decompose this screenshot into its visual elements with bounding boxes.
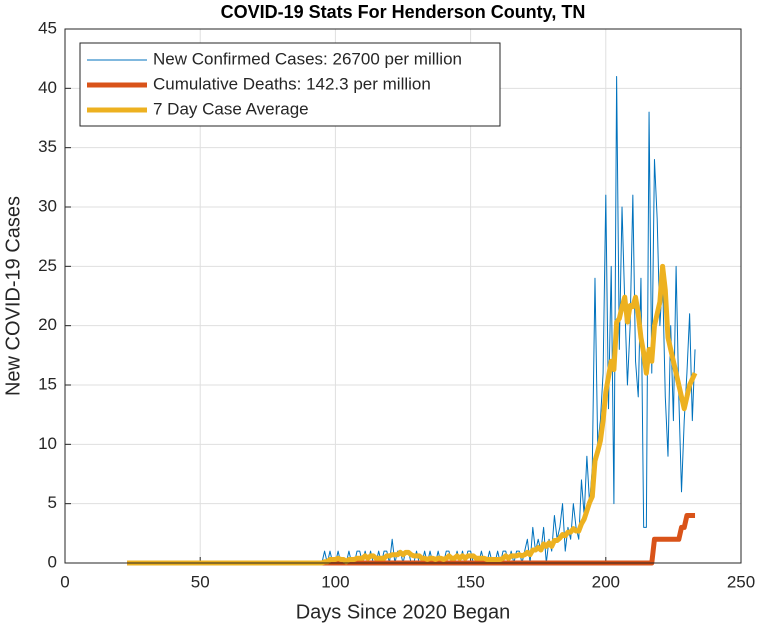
x-tick-label: 250 bbox=[727, 572, 755, 591]
legend-label: 7 Day Case Average bbox=[153, 99, 309, 118]
y-tick-label: 40 bbox=[38, 78, 57, 97]
series-line bbox=[127, 263, 698, 566]
y-tick-label: 45 bbox=[38, 18, 57, 37]
x-axis-label: Days Since 2020 Began bbox=[296, 601, 511, 623]
y-tick-label: 30 bbox=[38, 196, 57, 215]
legend-label: Cumulative Deaths: 142.3 per million bbox=[153, 74, 431, 93]
y-tick-label: 15 bbox=[38, 374, 57, 393]
axes-box bbox=[64, 28, 742, 564]
x-tick-label: 100 bbox=[321, 572, 349, 591]
y-tick-label: 25 bbox=[38, 256, 57, 275]
y-tick-label: 5 bbox=[48, 493, 57, 512]
y-tick-label: 0 bbox=[48, 552, 57, 571]
legend: New Confirmed Cases: 26700 per million Cu… bbox=[79, 42, 501, 127]
legend-box bbox=[79, 42, 501, 127]
chart-title: COVID-19 Stats For Henderson County, TN bbox=[221, 2, 586, 22]
x-tick-label: 150 bbox=[456, 572, 484, 591]
x-tick-label: 200 bbox=[592, 572, 620, 591]
y-axis-label: New COVID-19 Cases bbox=[2, 196, 24, 396]
x-tick-label: 0 bbox=[60, 572, 69, 591]
y-tick-label: 35 bbox=[38, 137, 57, 156]
y-tick-label: 10 bbox=[38, 434, 57, 453]
legend-label: New Confirmed Cases: 26700 per million bbox=[153, 49, 462, 68]
y-tick-label: 20 bbox=[38, 315, 57, 334]
x-tick-label: 50 bbox=[191, 572, 210, 591]
